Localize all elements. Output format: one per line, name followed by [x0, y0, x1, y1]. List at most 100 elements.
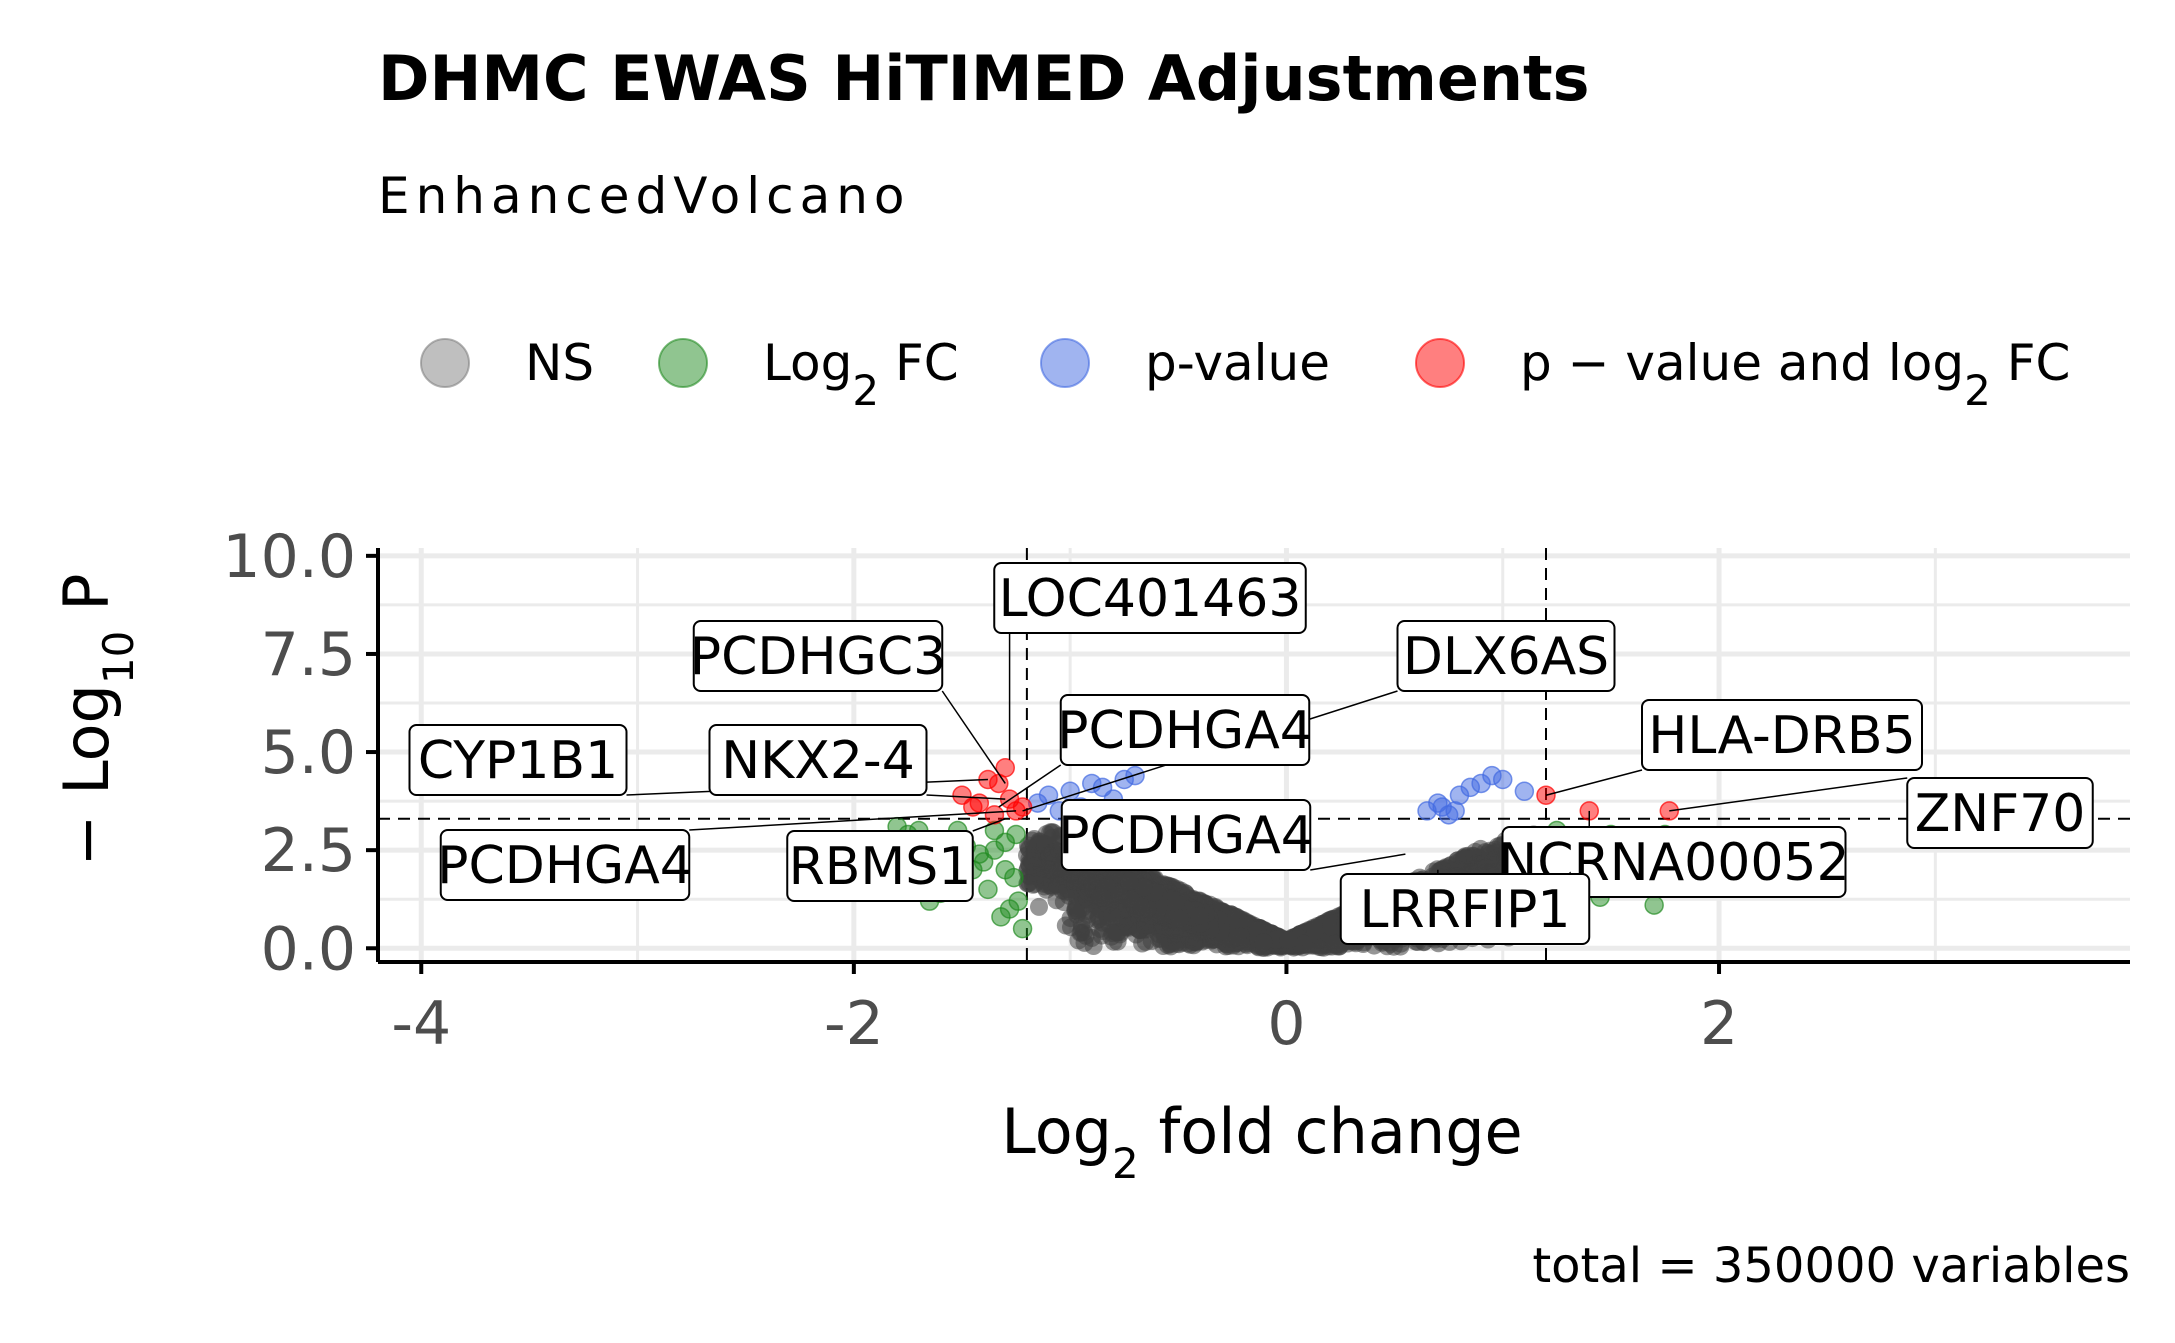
gene-label: NKX2-4 — [708, 724, 1006, 800]
gene-label-text: CYP1B1 — [418, 731, 618, 791]
gene-label-connector — [1545, 769, 1643, 796]
y-tick-label: 2.5 — [261, 816, 356, 886]
y-tick-label: 7.5 — [261, 620, 356, 690]
point-both — [984, 805, 1005, 825]
point-ns — [1322, 917, 1341, 936]
point-ns — [1110, 885, 1128, 904]
x-axis-title: Log2 fold change — [1001, 1095, 1522, 1188]
point-both — [1012, 797, 1033, 817]
point-log2fc — [1012, 918, 1033, 939]
gene-label-connector — [1310, 853, 1406, 871]
point-ns — [1030, 833, 1049, 851]
point-ns — [1294, 934, 1313, 953]
gene-label: PCDHGC3 — [690, 620, 1006, 784]
gene-label-text: NKX2-4 — [721, 731, 915, 791]
gene-label-text: PCDHGC3 — [690, 627, 947, 687]
legend-label: NS — [525, 334, 594, 392]
gene-label: PCDHGA4 — [437, 810, 1017, 901]
point-ns — [1062, 918, 1080, 937]
chart-subtitle: EnhancedVolcano — [378, 167, 911, 225]
point-ns — [1228, 928, 1247, 947]
gene-label-text: RBMS1 — [789, 837, 972, 897]
gene-label-box — [1396, 620, 1616, 692]
point-log2fc — [978, 879, 998, 900]
point-ns — [1161, 927, 1180, 946]
point-log2fc — [991, 907, 1011, 927]
point-ns — [1048, 876, 1067, 895]
y-tick-label: 10.0 — [222, 522, 356, 592]
point-ns — [1190, 906, 1209, 925]
legend: NS Log2 FC p-value p − value and log2 FC — [420, 334, 2070, 415]
legend-item-pvalue: p-value — [1040, 334, 1330, 392]
gene-label-box — [1059, 694, 1311, 766]
gene-label-text: LOC401463 — [999, 569, 1302, 629]
gene-label-box — [1906, 777, 2094, 849]
gene-label-box — [993, 562, 1307, 634]
legend-swatch — [1415, 338, 1465, 388]
gene-label-box — [439, 829, 691, 901]
gene-label-box — [1339, 873, 1591, 945]
point-ns — [1134, 878, 1153, 897]
axes: -4 -2 0 2 0.0 2.5 5.0 7.5 10.0 — [222, 522, 2130, 1059]
point-log2fc — [995, 860, 1016, 880]
gene-label-text: HLA-DRB5 — [1648, 706, 1915, 766]
point-pvalue — [1492, 769, 1513, 790]
gene-label-text: PCDHGA4 — [437, 836, 693, 896]
gene-label-text: LRRFIP1 — [1360, 880, 1571, 940]
x-tick-label: 0 — [1267, 989, 1305, 1059]
gene-label: PCDHGA4 — [998, 694, 1313, 808]
gene-label: CYP1B1 — [408, 724, 988, 796]
point-pvalue — [1514, 781, 1535, 802]
point-ns — [1044, 843, 1063, 862]
gene-label-connector — [941, 690, 1006, 784]
gene-label-box — [408, 724, 628, 796]
legend-swatch — [1040, 338, 1090, 388]
chart-title: DHMC EWAS HiTIMED Adjustments — [378, 42, 1590, 115]
point-ns — [1486, 854, 1505, 873]
point-ns — [1069, 931, 1088, 950]
gene-label-connector — [689, 810, 1017, 831]
point-log2fc — [1008, 891, 1028, 911]
gene-label-text: PCDHGA4 — [1057, 701, 1313, 761]
legend-label: Log2 FC — [763, 334, 959, 415]
point-ns — [1325, 934, 1344, 953]
gene-label: RBMS1 — [786, 818, 1006, 902]
gene-label-box — [692, 620, 944, 692]
gene-label-text: ZNF70 — [1915, 784, 2086, 844]
gene-labels: LOC401463 PCDHGC3 CYP1B1 NKX2-4 PCDHGA4 DLX6A… — [408, 562, 2094, 945]
gene-label: LRRFIP1 — [1339, 869, 1591, 945]
x-tick-label: 2 — [1700, 989, 1738, 1059]
gene-label-connector — [1669, 777, 1908, 812]
point-pvalue — [1445, 801, 1465, 821]
point-ns — [1035, 877, 1054, 896]
point-ns — [1033, 859, 1052, 878]
gene-label-connector — [972, 818, 1006, 832]
point-ns — [1030, 897, 1048, 916]
x-tick-label: -4 — [391, 989, 451, 1059]
point-ns — [1118, 917, 1137, 936]
gene-label-box — [1641, 699, 1923, 771]
point-ns — [1019, 874, 1038, 893]
gene-label: PCDHGA4 — [1058, 799, 1406, 871]
gene-label-connector — [926, 794, 1006, 800]
point-both — [952, 785, 972, 805]
point-ns — [1279, 930, 1298, 949]
gene-label: LOC401463 — [993, 562, 1307, 760]
point-log2fc — [1644, 895, 1664, 915]
legend-item-both: p − value and log2 FC — [1415, 334, 2070, 415]
chart-caption: total = 350000 variables — [1532, 1238, 2130, 1294]
legend-label: p − value and log2 FC — [1520, 334, 2070, 415]
y-axis-title: − Log10 P — [50, 574, 143, 867]
x-tick-label: -2 — [824, 989, 884, 1059]
point-ns — [1078, 867, 1097, 886]
point-ns — [1170, 909, 1189, 928]
point-ns — [1018, 846, 1036, 865]
point-ns — [1167, 894, 1185, 913]
gene-label-text: PCDHGA4 — [1058, 806, 1314, 866]
gene-label-connector — [998, 764, 1062, 808]
gene-label: HLA-DRB5 — [1545, 699, 1923, 796]
point-ns — [1455, 848, 1473, 867]
legend-swatch — [420, 338, 470, 388]
y-tick-label: 5.0 — [261, 718, 356, 788]
